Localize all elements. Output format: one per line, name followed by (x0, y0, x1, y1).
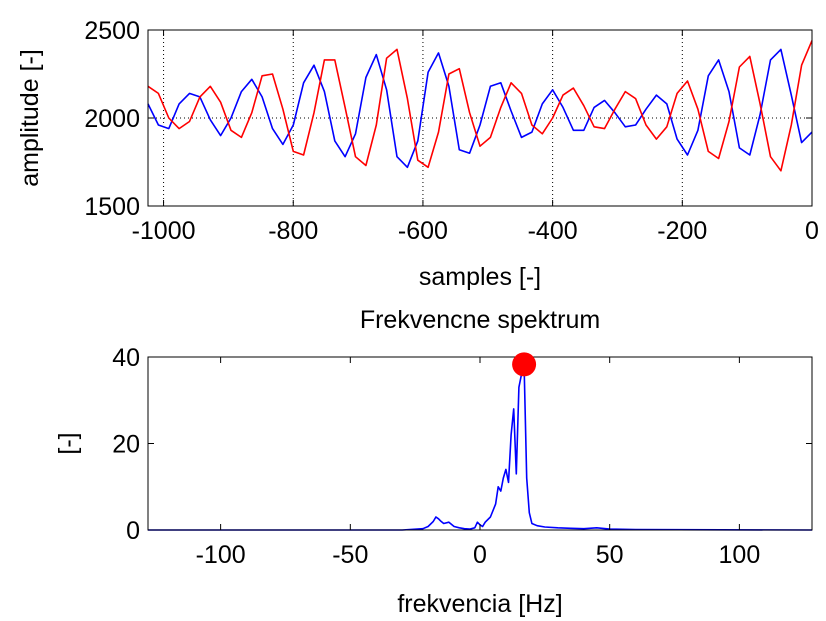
y-tick-label-2: 40 (112, 344, 140, 372)
bottom-x-axis-label: frekvencia [Hz] (397, 590, 562, 618)
bottom-y-axis-label: [-] (54, 432, 82, 454)
x-tick-label-2: -600 (398, 217, 448, 245)
x-tick-label-0: -1000 (132, 217, 196, 245)
spectrum-peak-marker (512, 352, 537, 377)
x-tick-label-4: -200 (657, 217, 707, 245)
x-tick-label-3: -400 (528, 217, 578, 245)
top-y-axis-label: amplitude [-] (16, 49, 44, 187)
bottom-series-group (148, 364, 813, 531)
bottom-plot-border (147, 356, 813, 531)
x-tick-label-0: -100 (196, 541, 246, 569)
x-tick-label-4: 100 (719, 541, 761, 569)
time-domain-chart: -1000 -800 -600 -400 -200 0 1500 2000 2500 samp… (16, 17, 819, 291)
x-tick-label-1: -50 (332, 541, 368, 569)
series-line-0 (148, 364, 813, 531)
x-tick-label-3: 50 (596, 541, 624, 569)
y-tick-label-1: 2000 (84, 105, 140, 133)
series-line-1 (147, 40, 813, 172)
x-tick-label-2: 0 (473, 541, 487, 569)
top-x-ticks: -1000 -800 -600 -400 -200 0 (132, 30, 819, 245)
y-tick-label-0: 1500 (84, 193, 140, 221)
y-tick-label-1: 20 (112, 431, 140, 459)
bottom-y-ticks: 0 20 40 (112, 344, 812, 545)
x-tick-label-5: 0 (805, 217, 819, 245)
top-x-axis-label: samples [-] (419, 263, 541, 291)
top-y-ticks: 1500 2000 2500 (84, 17, 812, 221)
bottom-x-ticks: -100 -50 0 50 100 (196, 357, 761, 569)
spectrum-title: Frekvencne spektrum (360, 306, 600, 334)
x-tick-label-1: -800 (268, 217, 318, 245)
spectrum-chart: Frekvencne spektrum -100 -50 0 50 100 02040 … (54, 306, 813, 618)
y-tick-label-2: 2500 (84, 17, 140, 45)
top-series-group (147, 40, 813, 172)
y-tick-label-0: 0 (126, 517, 140, 545)
